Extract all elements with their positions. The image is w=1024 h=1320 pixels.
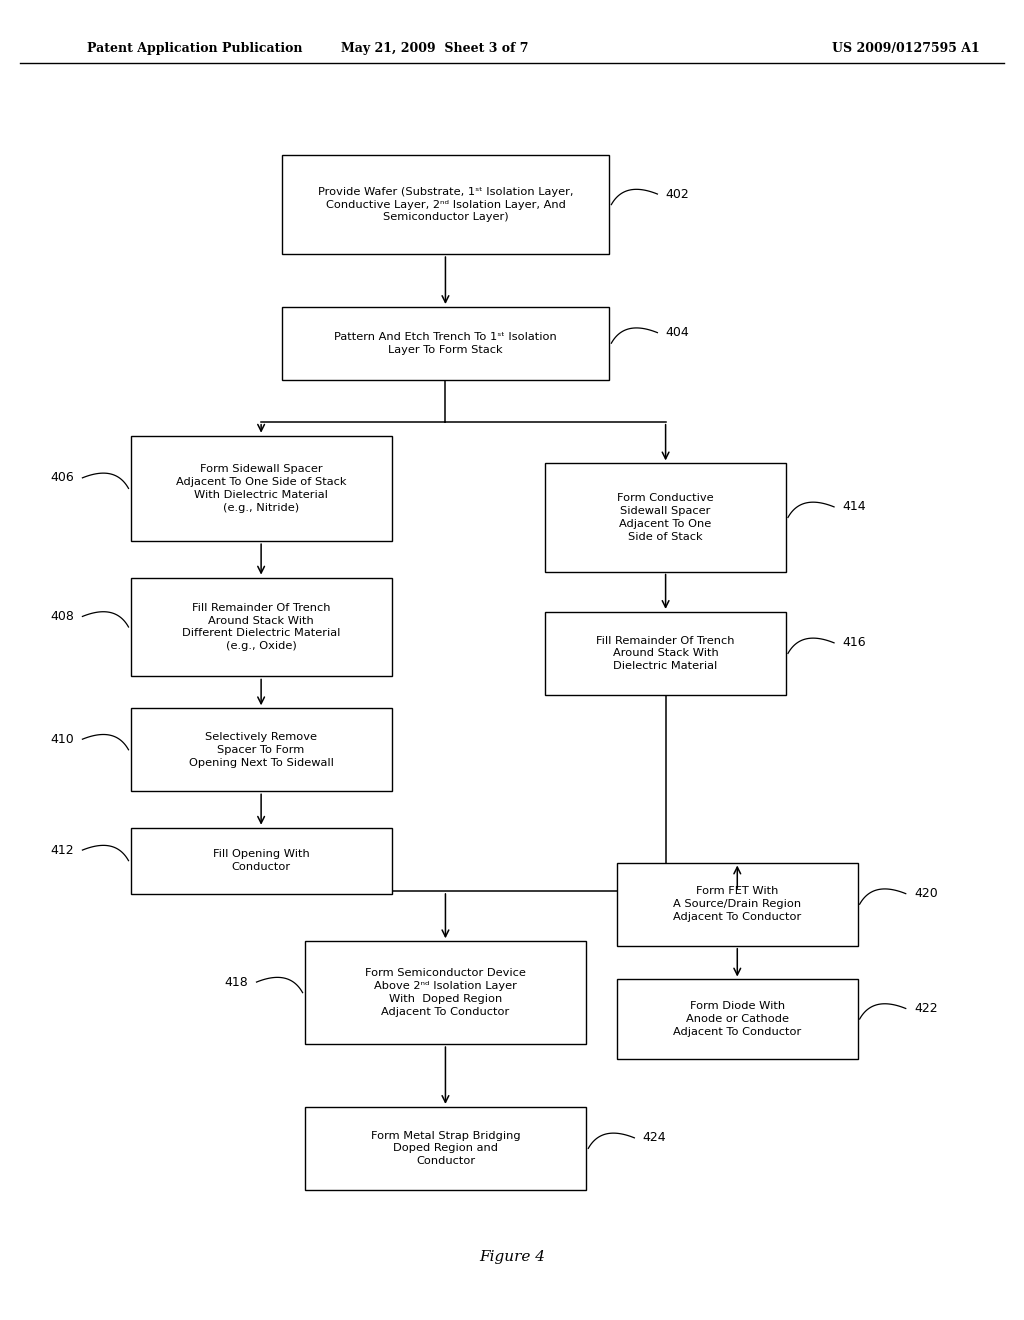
Text: 408: 408 [50, 610, 75, 623]
Text: US 2009/0127595 A1: US 2009/0127595 A1 [833, 42, 980, 55]
Text: Figure 4: Figure 4 [479, 1250, 545, 1263]
Text: 412: 412 [50, 843, 75, 857]
FancyBboxPatch shape [305, 1106, 586, 1191]
Text: 404: 404 [666, 326, 689, 339]
Text: Form Metal Strap Bridging
Doped Region and
Conductor: Form Metal Strap Bridging Doped Region a… [371, 1131, 520, 1166]
FancyBboxPatch shape [305, 941, 586, 1044]
Text: Form Diode With
Anode or Cathode
Adjacent To Conductor: Form Diode With Anode or Cathode Adjacen… [673, 1002, 802, 1036]
Text: 402: 402 [666, 187, 689, 201]
Text: 406: 406 [50, 471, 75, 484]
Text: Fill Remainder Of Trench
Around Stack With
Dielectric Material: Fill Remainder Of Trench Around Stack Wi… [596, 636, 735, 671]
Text: May 21, 2009  Sheet 3 of 7: May 21, 2009 Sheet 3 of 7 [341, 42, 529, 55]
FancyBboxPatch shape [616, 979, 858, 1059]
Text: 410: 410 [50, 733, 75, 746]
FancyBboxPatch shape [282, 306, 609, 380]
Text: 422: 422 [913, 1002, 938, 1015]
Text: 416: 416 [843, 636, 866, 649]
FancyBboxPatch shape [131, 708, 391, 792]
FancyBboxPatch shape [131, 436, 391, 541]
Text: Fill Remainder Of Trench
Around Stack With
Different Dielectric Material
(e.g., : Fill Remainder Of Trench Around Stack Wi… [182, 603, 340, 651]
Text: Patent Application Publication: Patent Application Publication [87, 42, 302, 55]
Text: 418: 418 [224, 975, 248, 989]
Text: 424: 424 [643, 1131, 667, 1144]
Text: 414: 414 [843, 500, 866, 513]
FancyBboxPatch shape [545, 612, 786, 694]
Text: Form FET With
A Source/Drain Region
Adjacent To Conductor: Form FET With A Source/Drain Region Adja… [673, 887, 802, 921]
FancyBboxPatch shape [131, 828, 391, 894]
Text: Form Conductive
Sidewall Spacer
Adjacent To One
Side of Stack: Form Conductive Sidewall Spacer Adjacent… [617, 494, 714, 541]
FancyBboxPatch shape [282, 156, 609, 253]
Text: Fill Opening With
Conductor: Fill Opening With Conductor [213, 849, 309, 873]
Text: Form Semiconductor Device
Above 2ⁿᵈ Isolation Layer
With  Doped Region
Adjacent : Form Semiconductor Device Above 2ⁿᵈ Isol… [365, 969, 526, 1016]
Text: Pattern And Etch Trench To 1ˢᵗ Isolation
Layer To Form Stack: Pattern And Etch Trench To 1ˢᵗ Isolation… [334, 331, 557, 355]
Text: Provide Wafer (Substrate, 1ˢᵗ Isolation Layer,
Conductive Layer, 2ⁿᵈ Isolation L: Provide Wafer (Substrate, 1ˢᵗ Isolation … [317, 187, 573, 222]
FancyBboxPatch shape [616, 863, 858, 945]
Text: 420: 420 [913, 887, 938, 900]
Text: Selectively Remove
Spacer To Form
Opening Next To Sidewall: Selectively Remove Spacer To Form Openin… [188, 733, 334, 767]
Text: Form Sidewall Spacer
Adjacent To One Side of Stack
With Dielectric Material
(e.g: Form Sidewall Spacer Adjacent To One Sid… [176, 465, 346, 512]
FancyBboxPatch shape [545, 463, 786, 572]
FancyBboxPatch shape [131, 578, 391, 676]
